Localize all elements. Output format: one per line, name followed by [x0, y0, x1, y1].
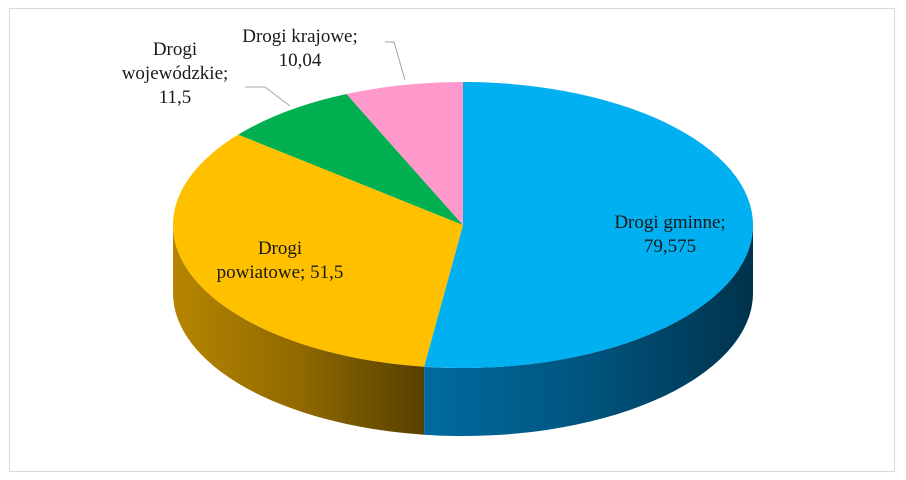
data-label-line: powiatowe; 51,5 [217, 262, 344, 283]
leader-lines [245, 41, 406, 107]
data-label-drogi-powiatowe: Drogi powiatowe; 51,5 [217, 238, 344, 283]
data-label-drogi-gminne: Drogi gminne; 79,575 [614, 212, 725, 257]
pie-slice-drogi-gminne [424, 82, 753, 368]
data-label-line: 10,04 [279, 50, 322, 71]
leader-line-drogi-wojew-dzkie [245, 86, 291, 107]
pie-tops [173, 82, 753, 368]
data-label-drogi-krajowe: Drogi krajowe; 10,04 [242, 26, 358, 71]
data-label-line: Drogi krajowe; [242, 26, 358, 47]
pie-slice-drogi-krajowe [346, 82, 463, 225]
data-label-line: Drogi gminne; [614, 212, 725, 233]
data-label-line: wojewódzkie; [122, 63, 229, 84]
data-label-line: Drogi [153, 39, 197, 60]
pie-slice-drogi-powiatowe [173, 134, 464, 367]
data-label-line: Drogi [258, 238, 302, 259]
data-label-line: 11,5 [159, 87, 192, 108]
leader-line-drogi-krajowe [385, 41, 406, 81]
data-label-drogi-wojew-dzkie: Drogi wojewódzkie; 11,5 [122, 39, 229, 108]
data-label-line: 79,575 [644, 236, 696, 257]
pie-side-shade-drogi-powiatowe [173, 225, 425, 435]
pie-side-shade-drogi-gminne [424, 225, 753, 436]
pie-slice-drogi-wojew-dzkie [238, 94, 463, 225]
pie-sides [173, 225, 753, 436]
